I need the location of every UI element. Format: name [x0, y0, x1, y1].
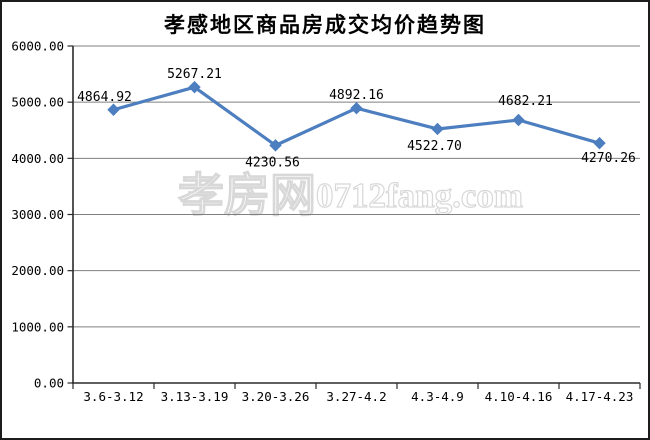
x-tick-label: 4.10-4.16 [485, 389, 553, 404]
data-point-marker [107, 103, 120, 116]
data-point-marker [512, 113, 525, 127]
data-point-marker [593, 136, 606, 150]
data-point-label: 4892.16 [329, 88, 384, 103]
data-point-label: 4682.21 [498, 94, 553, 109]
x-tick-label: 3.13-3.19 [161, 389, 229, 404]
data-point-marker [269, 139, 282, 152]
data-point-marker [188, 80, 201, 94]
x-tick-label: 3.27-4.2 [326, 389, 386, 404]
data-point-label: 4230.56 [245, 155, 300, 170]
data-point-label: 4522.70 [407, 139, 462, 154]
x-tick-label: 4.3-4.9 [411, 389, 464, 404]
y-tick-label: 5000.00 [11, 95, 64, 110]
x-tick-label: 3.6-3.12 [83, 389, 143, 404]
x-tick-label: 4.17-4.23 [566, 389, 634, 404]
y-tick-label: 2000.00 [11, 263, 64, 278]
watermark: 孝房网 0712fang.com [177, 168, 524, 222]
y-tick-label: 4000.00 [11, 151, 64, 166]
chart-title: 孝感地区商品房成交均价趋势图 [164, 13, 486, 37]
watermark-en-text: 0712fang.com [315, 175, 524, 215]
y-tick-label: 6000.00 [11, 39, 64, 54]
y-tick-label: 3000.00 [11, 207, 64, 222]
data-point-label: 4864.92 [77, 90, 132, 105]
data-point-label: 4270.26 [581, 151, 636, 166]
watermark-cn-text: 孝房网 [177, 168, 316, 222]
y-tick-label: 1000.00 [11, 319, 64, 334]
data-point-label: 5267.21 [167, 67, 222, 82]
data-point-marker [350, 102, 363, 115]
y-tick-label: 0.00 [34, 376, 64, 391]
x-tick-label: 3.20-3.26 [242, 389, 310, 404]
data-point-marker [431, 122, 444, 136]
